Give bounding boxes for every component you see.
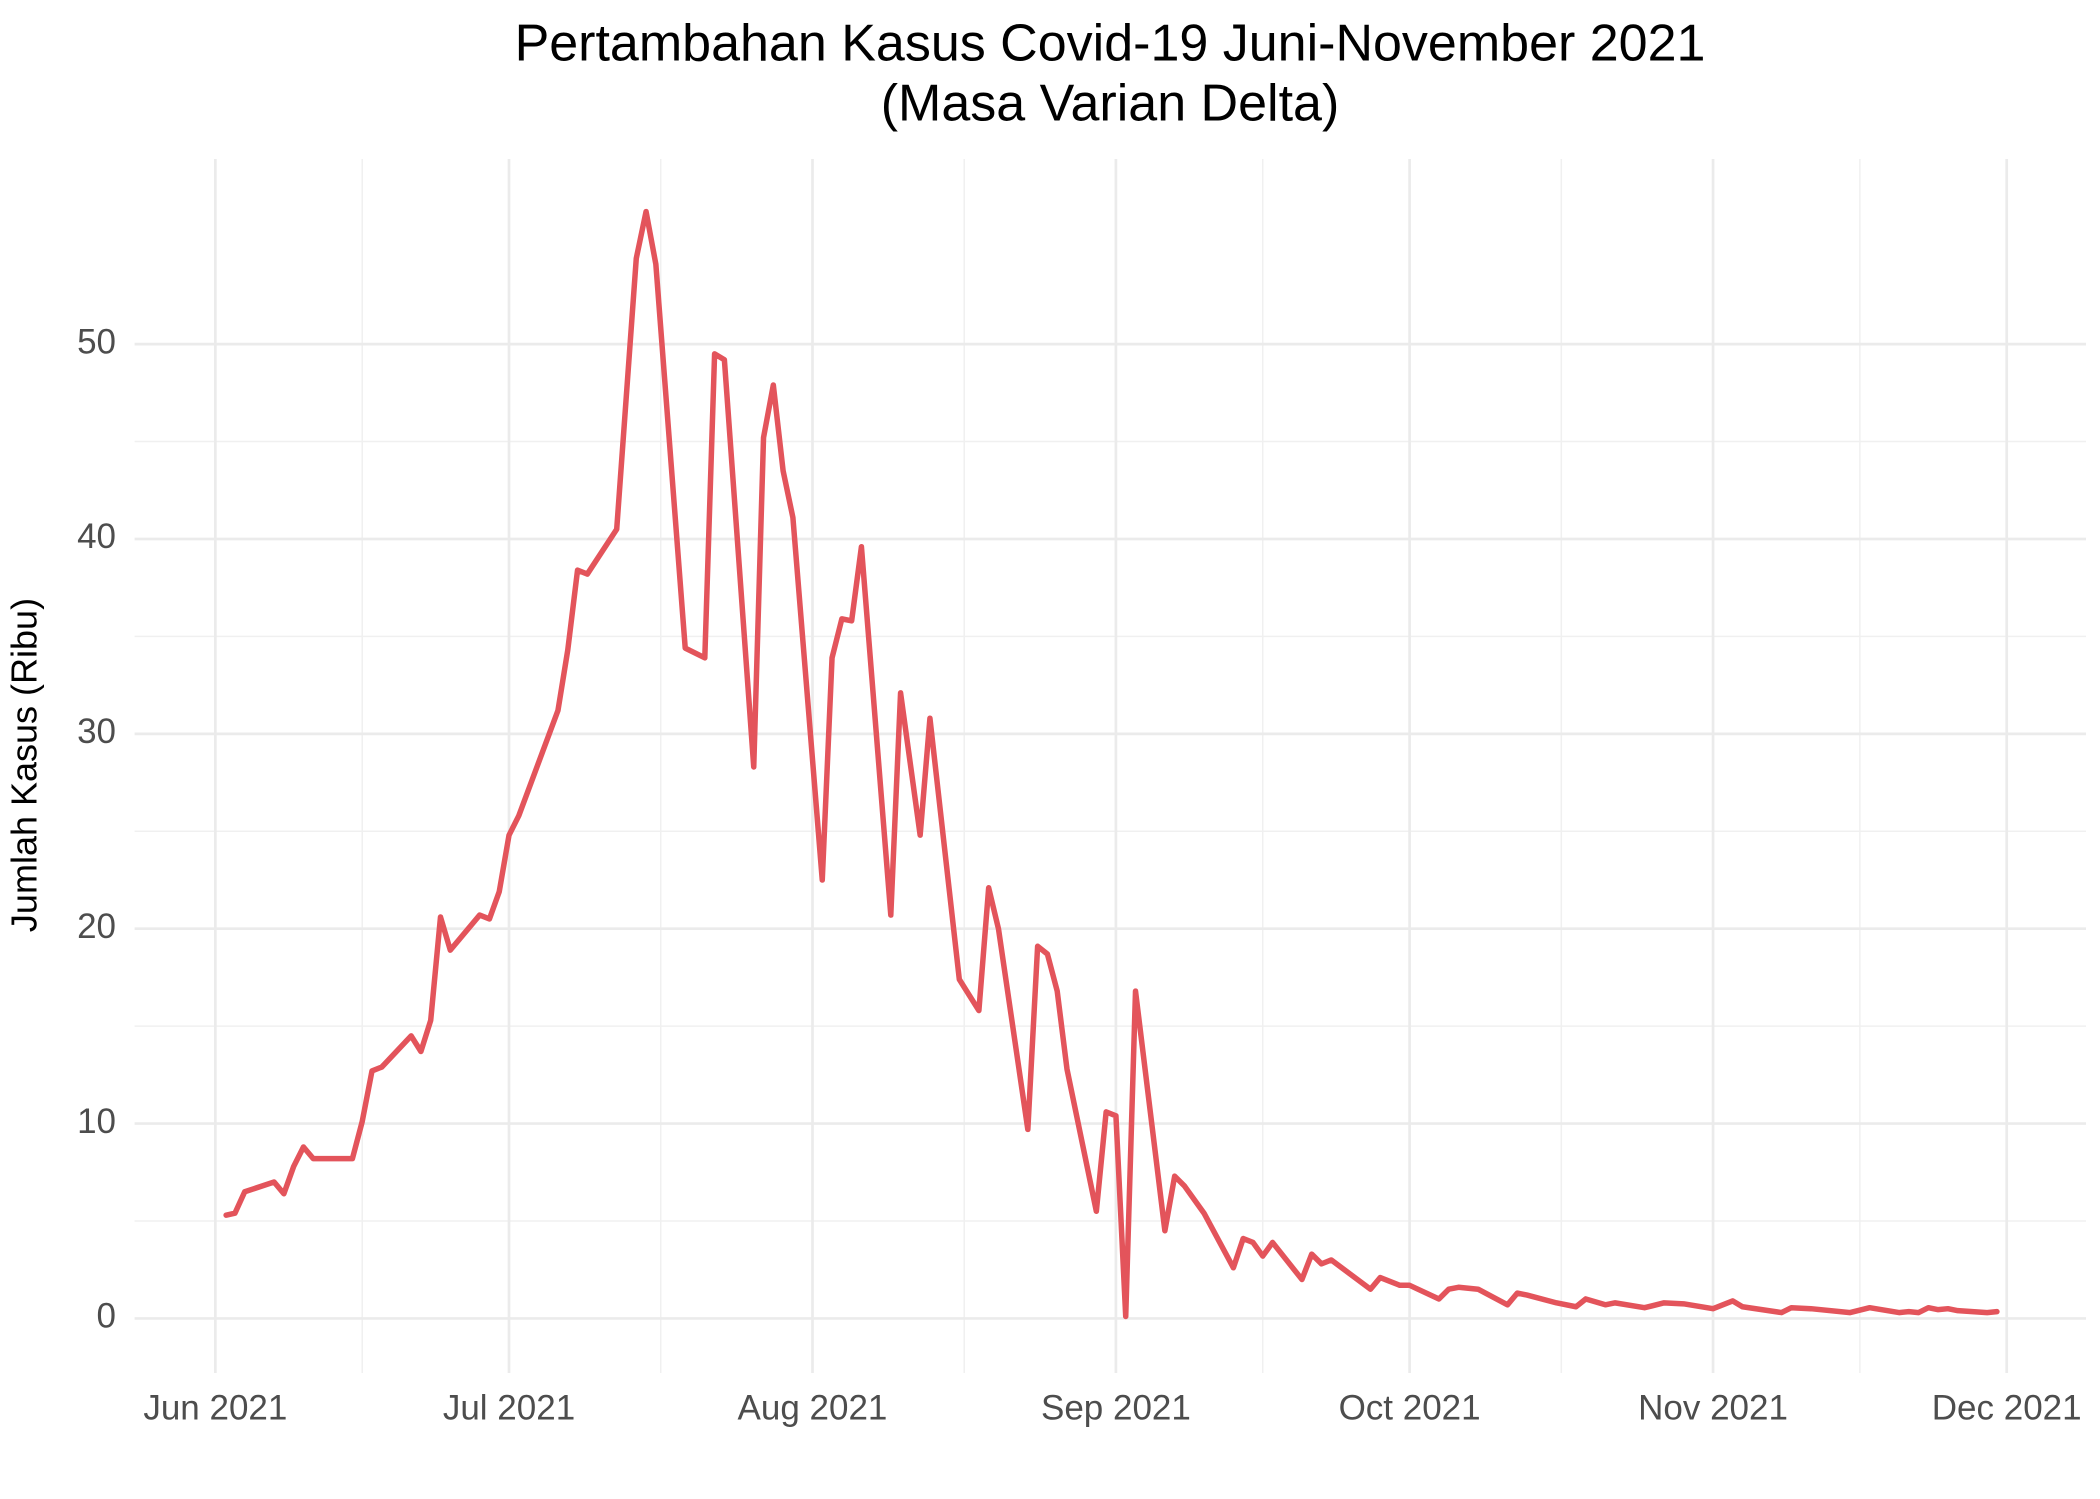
y-tick-label: 20 xyxy=(77,907,116,946)
x-tick-label: Jun 2021 xyxy=(143,1388,287,1427)
x-tick-label: Dec 2021 xyxy=(1932,1388,2082,1427)
x-tick-label: Jul 2021 xyxy=(443,1388,575,1427)
y-axis-title: Jumlah Kasus (Ribu) xyxy=(4,598,45,932)
y-tick-label: 30 xyxy=(77,712,116,751)
chart-subtitle: (Masa Varian Delta) xyxy=(881,75,1340,133)
y-tick-label: 10 xyxy=(77,1102,116,1141)
grid xyxy=(134,159,2086,1373)
y-tick-label: 50 xyxy=(77,322,116,361)
x-tick-label: Nov 2021 xyxy=(1638,1388,1788,1427)
y-tick-label: 40 xyxy=(77,517,116,556)
x-tick-label: Oct 2021 xyxy=(1339,1388,1481,1427)
x-tick-label: Aug 2021 xyxy=(738,1388,888,1427)
x-tick-label: Sep 2021 xyxy=(1041,1388,1191,1427)
chart-title: Pertambahan Kasus Covid-19 Juni-November… xyxy=(515,15,1706,73)
data-line xyxy=(223,208,2000,1320)
y-tick-label: 0 xyxy=(97,1297,116,1336)
